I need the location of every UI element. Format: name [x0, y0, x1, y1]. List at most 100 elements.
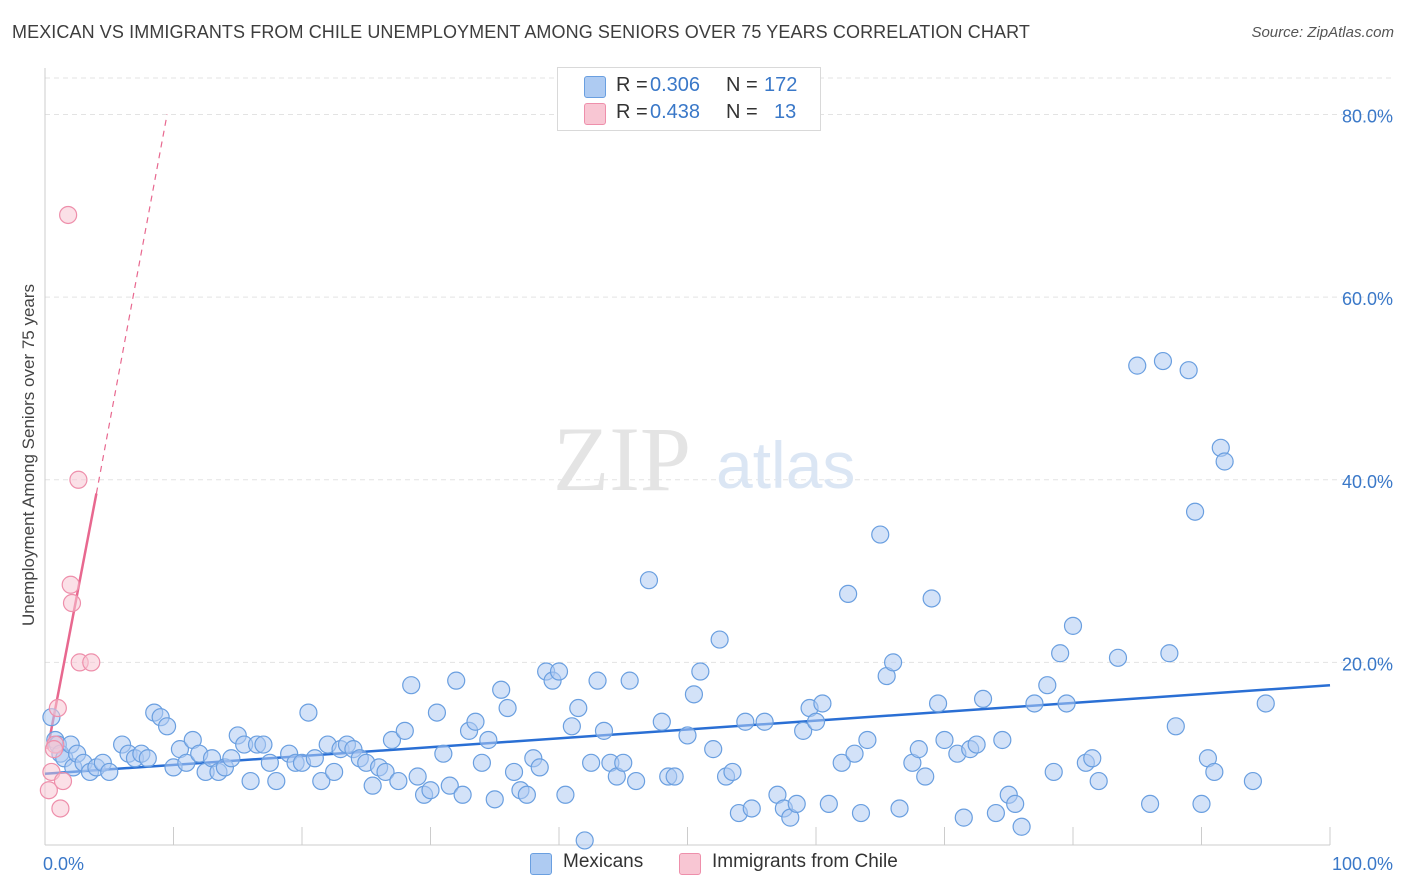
mexicans-point	[922, 589, 941, 608]
mexicans-point	[479, 730, 498, 750]
mexicans-point	[742, 799, 761, 818]
mexicans-point	[1205, 762, 1224, 782]
y-tick-label: 40.0%	[1342, 472, 1393, 492]
mexicans-point	[652, 712, 671, 731]
chile-point	[44, 740, 64, 759]
mexicans-point	[1160, 644, 1179, 663]
legend-n-label: N =	[726, 101, 758, 123]
mexicans-point	[954, 808, 973, 827]
mexicans-point	[569, 698, 588, 718]
mexicans-point	[665, 767, 684, 786]
mexicans-point	[434, 744, 453, 763]
mexicans-point	[241, 771, 260, 791]
mexicans-point	[967, 735, 986, 754]
mexicans-point	[871, 525, 890, 544]
mexicans-point	[787, 794, 806, 814]
mexicans-point	[421, 781, 440, 800]
mexicans-point	[1089, 771, 1108, 791]
mexicans-point	[1256, 694, 1275, 713]
legend-r-value: 0.306	[650, 74, 701, 96]
mexicans-point	[549, 662, 569, 681]
mexicans-point	[819, 794, 838, 814]
mexicans-point	[1038, 676, 1057, 695]
mexicans-point	[678, 726, 697, 745]
mexicans-point	[1153, 351, 1173, 371]
mexicans-point	[157, 717, 177, 736]
watermark-zip: ZIP	[553, 408, 691, 510]
mexicans-point	[100, 762, 119, 782]
mexicans-point	[594, 721, 614, 740]
tick-labels: 20.0% 40.0% 60.0% 80.0% 0.0% 100.0%	[43, 107, 1393, 874]
mexicans-point	[851, 803, 871, 823]
mexicans-point	[1044, 762, 1063, 782]
mexicans-point	[993, 730, 1012, 750]
mexicans-point	[1025, 694, 1044, 713]
mexicans-point	[1083, 749, 1102, 768]
mexicans-point	[305, 749, 324, 768]
mexicans-point	[254, 735, 273, 754]
mexicans-point	[691, 662, 710, 681]
chile-point	[69, 470, 88, 489]
mexicans-point	[723, 762, 742, 782]
watermark-atlas: atlas	[716, 428, 855, 502]
mexicans-point	[710, 630, 729, 649]
chile-point	[39, 781, 58, 800]
mexicans-point	[582, 753, 601, 772]
mexicans-point	[260, 753, 279, 772]
mexicans-point	[883, 653, 903, 672]
mexicans-point	[492, 680, 511, 699]
mexicans-point	[890, 799, 909, 818]
legend-n-label: N =	[726, 74, 758, 96]
chile-point	[82, 653, 101, 672]
mexicans-point	[736, 712, 755, 731]
legend-n-value: 13	[774, 101, 797, 123]
mexicans-point	[986, 803, 1006, 823]
mexicans-point	[1140, 794, 1160, 814]
mexicans-point	[402, 676, 421, 695]
mexicans-point	[138, 749, 157, 768]
mexicans-point	[806, 712, 826, 731]
legend-row-chile: R = 0.438 N = 13	[558, 101, 820, 127]
data-points	[39, 205, 1275, 850]
mexicans-point	[839, 584, 858, 603]
mexicans-point	[755, 712, 774, 731]
legend-r-label: R =	[616, 101, 648, 123]
mexicans-point	[1012, 817, 1031, 836]
mexicans-point	[1179, 361, 1198, 380]
legend-r-label: R =	[616, 74, 648, 96]
mexicans-point	[1166, 717, 1185, 736]
chile-point	[48, 698, 67, 718]
mexicans-point	[794, 721, 813, 740]
chile-trend-extension	[95, 114, 168, 494]
chart-title: MEXICAN VS IMMIGRANTS FROM CHILE UNEMPLO…	[12, 22, 1030, 42]
mexicans-point	[382, 730, 402, 750]
mexicans-point	[813, 694, 832, 713]
legend-row-mexicans: R = 0.306 N = 172	[558, 74, 820, 100]
legend-swatch-blue	[584, 76, 606, 98]
mexicans-point	[389, 771, 408, 791]
mexicans-point	[440, 776, 459, 795]
mexicans-point	[684, 685, 704, 704]
mexicans-point	[588, 671, 607, 690]
legend-swatch-pink	[584, 103, 606, 125]
x-tick-label: 0.0%	[43, 854, 84, 874]
mexicans-point	[1006, 794, 1025, 814]
mexicans-point	[562, 717, 581, 736]
mexicans-point	[845, 744, 864, 763]
mexicans-point	[1063, 616, 1083, 635]
mexicans-point	[299, 703, 318, 722]
correlation-legend: R = 0.306 N = 172 R = 0.438 N = 13	[557, 67, 821, 131]
y-tick-label: 20.0%	[1342, 654, 1393, 674]
mexicans-point	[267, 771, 286, 791]
bottom-legend-swatch-blue	[530, 853, 552, 875]
mexicans-point	[363, 776, 382, 795]
chile-point	[53, 771, 73, 791]
mexicans-point	[472, 753, 491, 772]
mexicans-point	[556, 785, 575, 804]
mexicans-point	[177, 753, 196, 772]
mexicans-point	[395, 721, 414, 740]
mexicans-point	[447, 671, 466, 690]
mexicans-point	[1215, 452, 1234, 471]
mexicans-point	[485, 790, 504, 809]
